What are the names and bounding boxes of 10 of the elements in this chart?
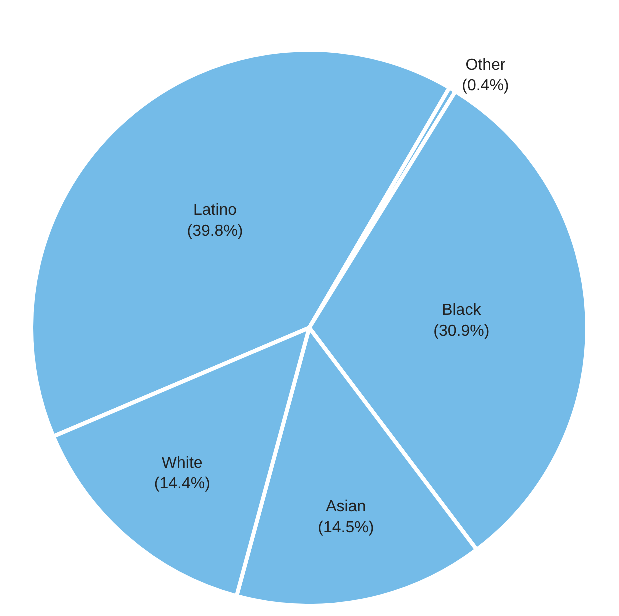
data-label: (14.5%)	[318, 519, 374, 536]
data-label: (14.4%)	[154, 476, 210, 493]
slice-label: White	[162, 454, 203, 472]
data-label: (30.9%)	[434, 322, 490, 340]
data-label: (0.4%)	[462, 78, 510, 95]
slice-label: Other	[466, 56, 506, 74]
slice-label: Black	[442, 302, 482, 320]
data-label: (39.8%)	[187, 222, 244, 240]
slice-label: Latino	[193, 202, 238, 220]
slice-label: Asian	[326, 498, 366, 516]
